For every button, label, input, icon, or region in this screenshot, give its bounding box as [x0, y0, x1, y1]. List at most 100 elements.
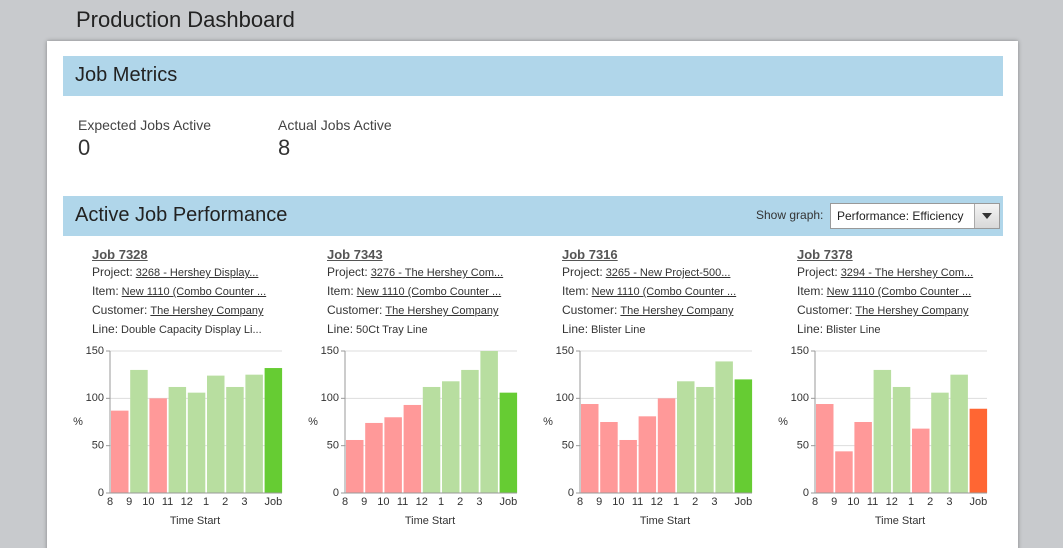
x-axis-label: Time Start — [405, 515, 455, 527]
job-field: Project: 3268 - Hershey Display... — [92, 265, 322, 284]
x-tick-label: 9 — [361, 496, 367, 508]
x-tick-label: 8 — [342, 496, 348, 508]
y-tick-label: 50 — [797, 440, 809, 452]
field-value[interactable]: The Hershey Company — [150, 305, 264, 317]
job-field: Item: New 1110 (Combo Counter ... — [327, 284, 557, 303]
dropdown-button[interactable] — [974, 204, 999, 228]
section-header: Job Metrics — [63, 56, 1003, 96]
job-field: Customer: The Hershey Company — [562, 303, 792, 322]
job-field: Item: New 1110 (Combo Counter ... — [797, 284, 1027, 303]
bar — [912, 428, 930, 493]
field-value: 50Ct Tray Line — [356, 324, 428, 336]
job-field: Line: Blister Line — [562, 322, 792, 341]
job-link[interactable]: Job 7316 — [562, 247, 618, 262]
y-axis-label: % — [308, 416, 318, 428]
x-tick-label: 8 — [577, 496, 583, 508]
x-tick-label: 8 — [812, 496, 818, 508]
field-value[interactable]: 3294 - The Hershey Com... — [840, 267, 974, 279]
job-card: Job 7343 Project: 3276 - The Hershey Com..… — [327, 247, 557, 341]
x-tick-label: 1 — [673, 496, 679, 508]
field-value[interactable]: 3268 - Hershey Display... — [135, 267, 259, 279]
field-label: Item: — [797, 284, 824, 298]
bar — [365, 422, 383, 493]
x-tick-label: 9 — [596, 496, 602, 508]
job-link[interactable]: Job 7328 — [92, 247, 148, 262]
field-value[interactable]: New 1110 (Combo Counter ... — [591, 286, 737, 298]
y-tick-label: 0 — [568, 487, 574, 499]
x-tick-label: 2 — [927, 496, 933, 508]
field-label: Project: — [562, 265, 603, 279]
field-label: Project: — [92, 265, 133, 279]
field-label: Line: — [562, 322, 589, 336]
x-tick-label: 12 — [416, 496, 428, 508]
bar — [130, 369, 148, 493]
field-label: Project: — [797, 265, 838, 279]
x-tick-label: 12 — [651, 496, 663, 508]
x-tick-label: 2 — [457, 496, 463, 508]
y-tick-label: 50 — [327, 440, 339, 452]
y-tick-label: 50 — [92, 440, 104, 452]
bar — [384, 417, 402, 493]
field-value[interactable]: The Hershey Company — [385, 305, 499, 317]
bar — [950, 374, 968, 493]
bar — [187, 392, 206, 493]
x-tick-label: 9 — [831, 496, 837, 508]
bar — [600, 422, 618, 493]
job-field: Line: Double Capacity Display Li... — [92, 322, 322, 341]
field-value[interactable]: 3265 - New Project-500... — [605, 267, 731, 279]
bar — [696, 386, 714, 493]
x-tick-label: 11 — [632, 496, 643, 508]
field-label: Line: — [797, 322, 824, 336]
x-tick-label: 3 — [946, 496, 952, 508]
x-tick-label: Job — [264, 496, 282, 508]
x-tick-label: 8 — [107, 496, 113, 508]
field-value[interactable]: 3276 - The Hershey Com... — [370, 267, 504, 279]
field-value[interactable]: The Hershey Company — [855, 305, 969, 317]
bar — [245, 374, 263, 493]
bar — [677, 381, 695, 493]
bar — [873, 369, 892, 493]
field-value[interactable]: The Hershey Company — [620, 305, 734, 317]
y-axis-label: % — [73, 416, 83, 428]
field-value: Blister Line — [826, 324, 881, 336]
job-link[interactable]: Job 7378 — [797, 247, 853, 262]
job-field: Project: 3294 - The Hershey Com... — [797, 265, 1027, 284]
y-tick-label: 100 — [321, 392, 339, 404]
bar — [638, 416, 657, 493]
metric-label: Actual Jobs Active — [278, 117, 392, 133]
bar — [422, 386, 441, 493]
field-label: Customer: — [327, 303, 383, 317]
field-value[interactable]: New 1110 (Combo Counter ... — [121, 286, 267, 298]
bar — [442, 381, 460, 493]
field-value[interactable]: New 1110 (Combo Counter ... — [356, 286, 502, 298]
field-value[interactable]: New 1110 (Combo Counter ... — [826, 286, 972, 298]
job-link[interactable]: Job 7343 — [327, 247, 383, 262]
select-value: Performance: Efficiency — [837, 209, 964, 223]
bar — [892, 386, 911, 493]
metric-value: 0 — [78, 135, 91, 160]
bar — [168, 386, 187, 493]
bar — [264, 368, 283, 493]
metric-value: 8 — [278, 135, 291, 160]
graph-select[interactable]: Performance: Efficiency — [830, 203, 1000, 229]
x-tick-label: 3 — [711, 496, 717, 508]
x-tick-label: 1 — [908, 496, 914, 508]
y-tick-label: 0 — [803, 487, 809, 499]
bar — [715, 361, 733, 493]
bar — [403, 404, 422, 493]
arrow-icon — [982, 213, 992, 219]
bar — [111, 410, 129, 493]
job-field: Customer: The Hershey Company — [797, 303, 1027, 322]
x-tick-label: Job — [499, 496, 517, 508]
job-card: Job 7328 Project: 3268 - Hershey Display..… — [92, 247, 322, 341]
field-value: Blister Line — [591, 324, 646, 336]
y-tick-label: 150 — [556, 345, 574, 357]
metric: Expected Jobs Active 0 — [78, 117, 211, 161]
x-tick-label: 3 — [241, 496, 247, 508]
field-label: Item: — [562, 284, 589, 298]
bar — [734, 379, 753, 493]
y-tick-label: 150 — [321, 345, 339, 357]
job-field: Item: New 1110 (Combo Counter ... — [92, 284, 322, 303]
